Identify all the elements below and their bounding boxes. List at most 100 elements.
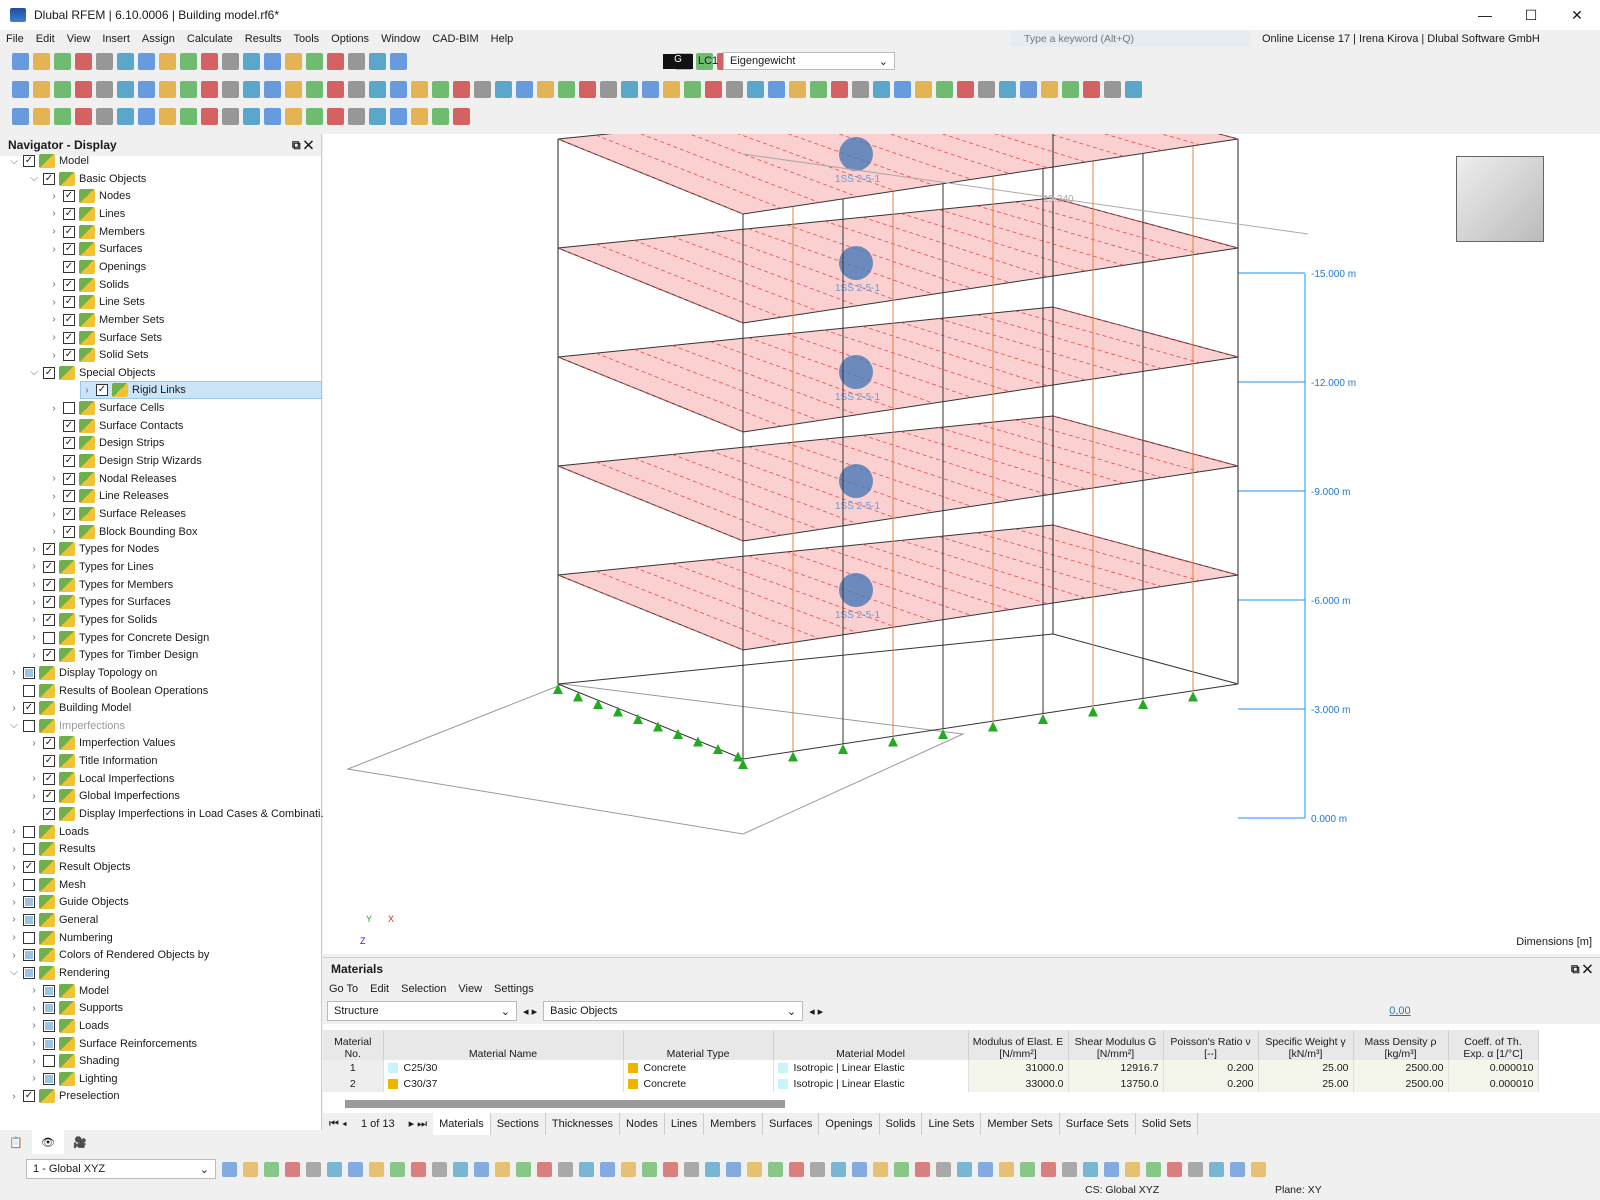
toolbar-button-icon[interactable] xyxy=(1041,81,1058,98)
nav-item-supports[interactable]: › Supports xyxy=(28,999,123,1017)
snap-tool-icon[interactable] xyxy=(873,1161,888,1177)
chevron-right-icon[interactable]: › xyxy=(32,1055,36,1067)
object-type-select[interactable]: Basic Objects ⌄ xyxy=(543,1001,804,1021)
snap-tool-icon[interactable] xyxy=(663,1161,678,1177)
snap-tool-icon[interactable] xyxy=(1167,1161,1182,1177)
toolbar-button-icon[interactable] xyxy=(516,81,533,98)
chevron-right-icon[interactable]: › xyxy=(52,208,56,220)
snap-tool-icon[interactable] xyxy=(516,1161,531,1177)
checkbox[interactable] xyxy=(43,1037,55,1050)
nav-item-guide-objects[interactable]: › Guide Objects xyxy=(8,893,129,911)
toolbar-button-icon[interactable] xyxy=(12,81,29,98)
snap-tool-icon[interactable] xyxy=(1146,1161,1161,1177)
toolbar-button-icon[interactable] xyxy=(915,81,932,98)
nav-item-surface-sets[interactable]: › ✓ Surface Sets xyxy=(48,329,162,347)
toolbar-button-icon[interactable] xyxy=(222,108,239,125)
column-header[interactable]: Modulus of Elast. E [N/mm²] xyxy=(968,1030,1069,1060)
chevron-right-icon[interactable]: › xyxy=(32,790,36,802)
toolbar-button-icon[interactable] xyxy=(117,108,134,125)
toolbar-button-icon[interactable] xyxy=(222,53,239,70)
checkbox[interactable] xyxy=(23,843,35,856)
chevron-down-icon[interactable]: ⌵ xyxy=(10,155,18,167)
checkbox[interactable]: ✓ xyxy=(63,455,75,468)
toolbar-button-icon[interactable] xyxy=(96,81,113,98)
snap-tool-icon[interactable] xyxy=(642,1161,657,1177)
tab-sections[interactable]: Sections xyxy=(491,1113,546,1135)
snap-tool-icon[interactable] xyxy=(831,1161,846,1177)
snap-tool-icon[interactable] xyxy=(390,1161,405,1177)
chevron-right-icon[interactable]: › xyxy=(52,226,56,238)
chevron-right-icon[interactable]: › xyxy=(32,579,36,591)
snap-tool-icon[interactable] xyxy=(1104,1161,1119,1177)
chevron-right-icon[interactable]: › xyxy=(52,490,56,502)
snap-tool-icon[interactable] xyxy=(936,1161,951,1177)
nav-item-solids[interactable]: › ✓ Solids xyxy=(48,276,129,294)
toolbar-button-icon[interactable] xyxy=(243,81,260,98)
3d-viewport[interactable]: 1SS 2-5-1 1SS 2-5-1 1SS 2-5-1 1SS 2-5-1 1SS … xyxy=(323,88,1600,954)
toolbar-button-icon[interactable] xyxy=(873,81,890,98)
snap-tool-icon[interactable] xyxy=(810,1161,825,1177)
pager-first-prev-icon[interactable]: ⏮ ◂ xyxy=(329,1117,347,1130)
checkbox[interactable] xyxy=(23,719,35,732)
toolbar-button-icon[interactable] xyxy=(348,53,365,70)
toolbar-button-icon[interactable] xyxy=(75,81,92,98)
checkbox[interactable]: ✓ xyxy=(43,808,55,821)
toolbar-button-icon[interactable] xyxy=(117,81,134,98)
toolbar-button-icon[interactable] xyxy=(999,81,1016,98)
nav-item-special-objects[interactable]: ⌵ ✓ Special Objects xyxy=(28,364,155,382)
column-header[interactable]: Coeff. of Th. Exp. α [1/°C] xyxy=(1448,1030,1539,1060)
tab-thicknesses[interactable]: Thicknesses xyxy=(546,1113,621,1135)
nav-item-nodal-releases[interactable]: › ✓ Nodal Releases xyxy=(48,470,177,488)
materials-menu-view[interactable]: View xyxy=(458,983,483,995)
chevron-right-icon[interactable]: › xyxy=(85,384,89,396)
chevron-right-icon[interactable]: › xyxy=(32,614,36,626)
chevron-down-icon[interactable]: ⌵ xyxy=(30,173,38,185)
toolbar-button-icon[interactable] xyxy=(621,81,638,98)
materials-menu-edit[interactable]: Edit xyxy=(370,983,390,995)
checkbox[interactable] xyxy=(23,878,35,891)
checkbox[interactable]: ✓ xyxy=(43,543,55,556)
nav-item-loads[interactable]: › Loads xyxy=(8,823,89,841)
chevron-right-icon[interactable]: › xyxy=(32,632,36,644)
checkbox[interactable]: ✓ xyxy=(63,472,75,485)
tab-member-sets[interactable]: Member Sets xyxy=(981,1113,1060,1135)
toolbar-button-icon[interactable] xyxy=(54,108,71,125)
toolbar-button-icon[interactable] xyxy=(327,81,344,98)
menu-edit[interactable]: Edit xyxy=(35,33,55,45)
views-tab-icon[interactable]: 🎥 xyxy=(73,1136,87,1149)
menu-file[interactable]: File xyxy=(6,33,24,45)
checkbox[interactable]: ✓ xyxy=(43,596,55,609)
snap-tool-icon[interactable] xyxy=(306,1161,321,1177)
chevron-right-icon[interactable]: › xyxy=(32,543,36,555)
nav-item-imperfections[interactable]: ⌵ Imperfections xyxy=(8,717,125,735)
nav-item-design-strip-wizards[interactable]: ✓ Design Strip Wizards xyxy=(48,452,202,470)
toolbar-button-icon[interactable] xyxy=(1083,81,1100,98)
checkbox[interactable]: ✓ xyxy=(23,861,35,873)
toolbar-button-icon[interactable] xyxy=(453,81,470,98)
toolbar-button-icon[interactable] xyxy=(684,81,701,98)
checkbox[interactable] xyxy=(43,1002,55,1015)
toolbar-button-icon[interactable] xyxy=(222,81,239,98)
close-icon[interactable]: ⧉ ✕ xyxy=(1570,961,1592,976)
snap-tool-icon[interactable] xyxy=(894,1161,909,1177)
snap-tool-icon[interactable] xyxy=(243,1161,258,1177)
nav-item-surfaces[interactable]: › ✓ Surfaces xyxy=(48,240,142,258)
menu-assign[interactable]: Assign xyxy=(141,33,175,45)
toolbar-button-icon[interactable] xyxy=(957,81,974,98)
nav-item-line-sets[interactable]: › ✓ Line Sets xyxy=(48,293,145,311)
table-row[interactable]: 1 C25/30 Concrete Isotropic | Linear Elasti… xyxy=(323,1060,1539,1076)
chevron-right-icon[interactable]: › xyxy=(32,649,36,661)
menu-results[interactable]: Results xyxy=(244,33,282,45)
snap-tool-icon[interactable] xyxy=(1125,1161,1140,1177)
coordinate-system-select[interactable]: 1 - Global XYZ ⌄ xyxy=(26,1159,216,1179)
nav-item-local-imperfections[interactable]: › ✓ Local Imperfections xyxy=(28,770,174,788)
toolbar-button-icon[interactable] xyxy=(495,81,512,98)
snap-tool-icon[interactable] xyxy=(957,1161,972,1177)
toolbar-button-icon[interactable] xyxy=(201,108,218,125)
checkbox[interactable] xyxy=(23,896,35,909)
toolbar-button-icon[interactable] xyxy=(411,81,428,98)
toolbar-button-icon[interactable] xyxy=(201,81,218,98)
snap-tool-icon[interactable] xyxy=(327,1161,342,1177)
chevron-right-icon[interactable]: › xyxy=(52,526,56,538)
toolbar-button-icon[interactable] xyxy=(327,108,344,125)
